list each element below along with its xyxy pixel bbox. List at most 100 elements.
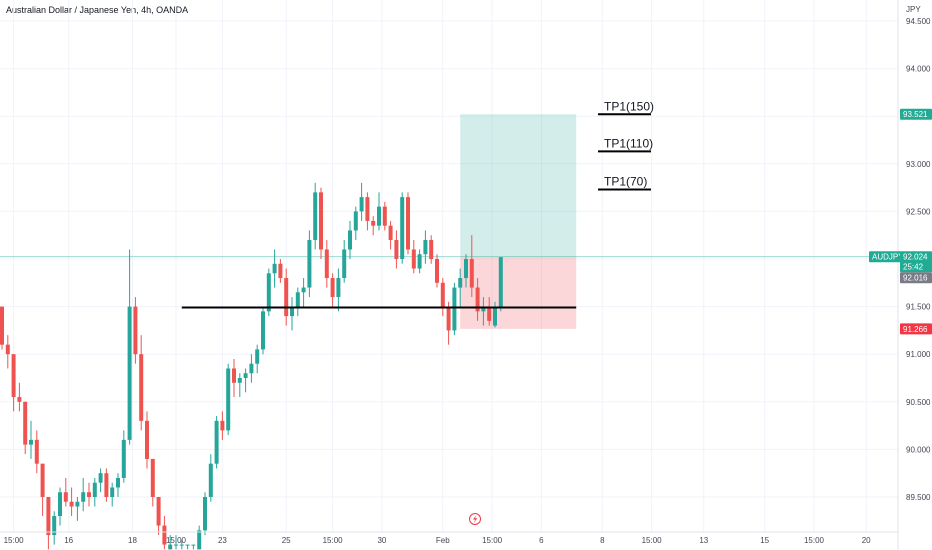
candle-body [313,192,318,240]
time-tick-label: 15:00 [4,536,25,545]
candle-body [34,439,39,464]
candle-body [69,501,74,507]
drawings[interactable]: TP1(150) TP1(110) TP1(70) [181,99,654,309]
candle-body [220,420,225,431]
candle-body [168,544,173,550]
candle-body [87,492,91,497]
candle-body [179,544,184,546]
time-tick-label: 16 [64,536,73,545]
candle-body [121,439,126,478]
candle-body [458,278,463,288]
time-tick-label: 15:00 [804,536,825,545]
candle-body [23,401,28,445]
candle-body [394,239,399,259]
candle-body [278,263,283,279]
candle-body [249,363,254,374]
candle-body [440,282,445,307]
candle-body [336,278,341,298]
candle-body [232,368,236,383]
candle-body [58,492,62,517]
candle-body [342,249,347,279]
candle-body [330,278,335,298]
candle-body [475,287,480,312]
candle-body [307,239,312,288]
candle-body [498,257,503,307]
candle-body [371,220,376,226]
price-tick-label: 94.500 [906,17,931,26]
candle-body [75,501,80,507]
lightning-icon[interactable] [469,513,481,525]
candle-body [174,544,178,546]
target-price-badge-text: 93.521 [903,110,928,119]
candle-body [11,354,16,398]
candle-body [446,306,451,331]
candle-body [266,273,271,312]
close-price-badge [900,272,932,284]
last-price-badge-text: 92.024 [903,253,928,262]
candle-body [261,311,265,350]
candle-body [150,458,155,497]
candle-body [429,239,434,259]
countdown-badge [900,261,932,273]
candle-body [295,292,300,307]
candle-body [92,482,97,497]
candle-body [116,477,120,488]
candle-body [197,530,202,550]
candle-body [162,525,167,545]
position-tool[interactable] [0,114,898,329]
candle-body [208,463,213,497]
candle-body [29,439,33,445]
candle-body [353,211,358,231]
candle-body [284,278,289,317]
candle-body [0,306,4,345]
candle-body [411,249,416,269]
candle-body [272,263,277,274]
take-profit-label: TP1(110) [604,136,653,150]
candle-body [139,354,144,421]
candle-body [191,544,196,546]
candle-body [487,306,492,321]
candle-body [110,487,115,497]
candle-body [46,497,51,536]
candle-body [417,254,422,269]
candle-body [5,344,10,355]
time-tick-label: 25 [282,536,291,545]
candle-body [237,378,242,383]
time-tick-label: 18 [128,536,137,545]
candle-body [464,259,468,279]
candle-body [359,197,364,212]
grid [0,0,898,532]
candle-body [133,306,138,355]
time-tick-label: 15:00 [642,536,663,545]
candle-body [348,230,352,250]
candle-body [423,239,428,255]
candle-body [17,397,22,402]
profit-zone[interactable] [460,114,577,257]
time-tick-label: 20 [862,536,871,545]
candle-body [290,306,294,317]
price-tick-label: 90.000 [906,445,931,454]
time-axis[interactable]: 15:00 16 18 15:00 23 25 15:00 30 Feb 15:00 6 8 15:00… [4,536,872,545]
price-tick-label: 92.500 [906,207,931,216]
price-tick-label: 91.500 [906,303,931,312]
candle-body [481,306,486,312]
time-tick-label: 15:00 [482,536,503,545]
candle-body [40,463,45,497]
time-tick-label: 30 [377,536,386,545]
price-tick-label: 90.500 [906,398,931,407]
candle-body [382,206,387,226]
candle-body [406,197,410,250]
time-tick-label: 15 [760,536,769,545]
time-tick-label: 15:00 [166,536,187,545]
close-price-badge-text: 92.016 [903,274,928,283]
candle-body [400,197,405,259]
candle-body [226,368,231,431]
candle-body [469,259,474,288]
candle-body [203,497,207,531]
last-price-badge [900,251,932,263]
candle-body [243,373,248,378]
candles [0,182,503,550]
candle-body [435,259,439,283]
